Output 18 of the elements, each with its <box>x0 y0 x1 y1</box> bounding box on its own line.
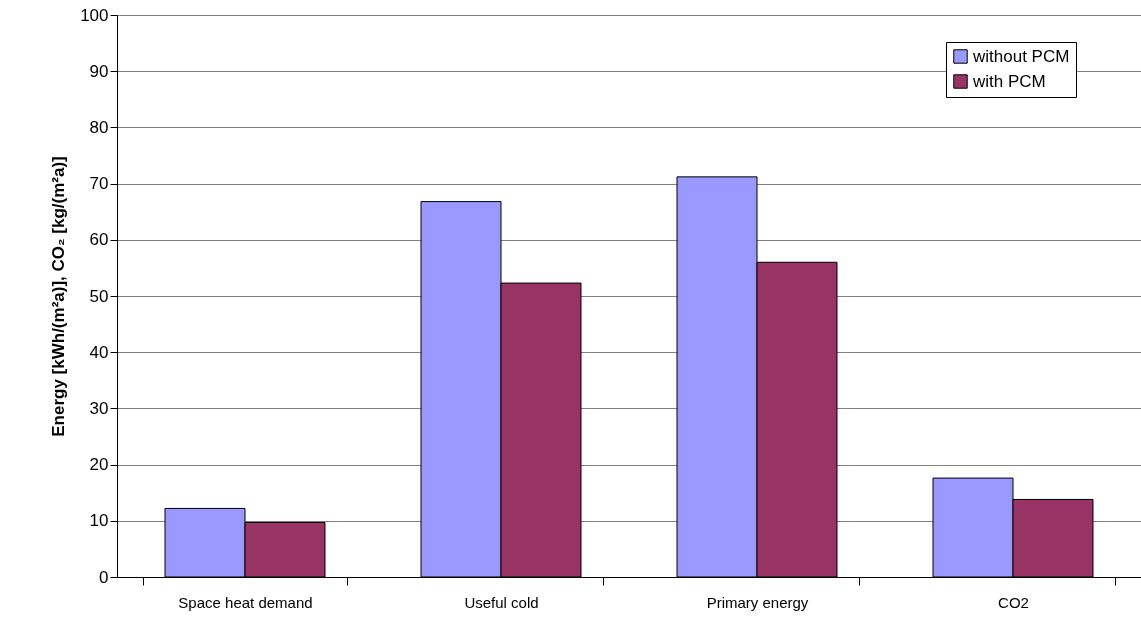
legend-label: without PCM <box>972 46 1070 66</box>
x-tick-label: CO2 <box>998 593 1029 611</box>
legend-label: with PCM <box>972 71 1046 91</box>
y-axis-title: Energy [kWh/(m²a)], CO₂ [kg/(m²a)] <box>49 156 69 437</box>
y-tick-label: 40 <box>89 342 109 362</box>
y-tick-label: 50 <box>89 286 109 306</box>
y-tick-label: 10 <box>89 511 109 531</box>
y-tick-label: 80 <box>89 117 109 137</box>
y-tick-label: 0 <box>99 567 109 587</box>
x-tick-label: Useful cold <box>464 593 539 611</box>
y-tick-label: 90 <box>89 61 109 81</box>
y-tick-label: 60 <box>89 230 109 250</box>
y-tick-label: 100 <box>80 5 109 25</box>
y-tick-label: 20 <box>89 455 109 475</box>
x-tick-label: Primary energy <box>706 593 809 611</box>
y-tick-label: 30 <box>89 398 109 418</box>
x-tick-label: Space heat demand <box>178 593 313 611</box>
y-tick-label: 70 <box>89 174 109 194</box>
